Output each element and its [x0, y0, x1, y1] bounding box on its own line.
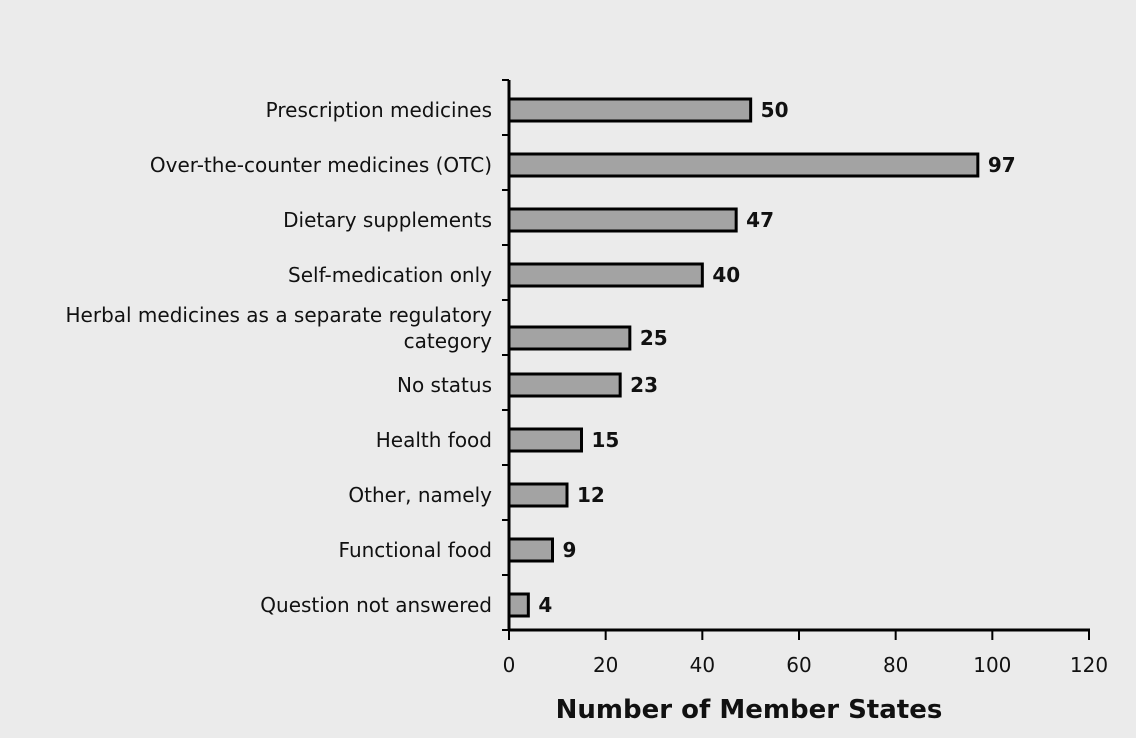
bar: [507, 427, 583, 453]
x-tick-label: 20: [593, 653, 618, 677]
bar-value-label: 50: [761, 98, 789, 122]
x-tick-label: 100: [973, 653, 1011, 677]
bar-value-label: 9: [563, 538, 577, 562]
category-label: No status: [397, 373, 492, 397]
bar: [507, 537, 554, 563]
bar-value-label: 47: [746, 208, 774, 232]
x-tick-label: 0: [503, 653, 516, 677]
category-label: Herbal medicines as a separate regulator…: [66, 303, 493, 353]
category-label: Functional food: [339, 538, 492, 562]
bar-value-label: 25: [640, 326, 668, 350]
x-tick-label: 80: [883, 653, 908, 677]
x-tick-label: 40: [690, 653, 715, 677]
category-label: Over-the-counter medicines (OTC): [150, 153, 492, 177]
bar: [507, 372, 622, 398]
bar-value-label: 12: [577, 483, 605, 507]
bar: [507, 482, 569, 508]
bar: [507, 592, 530, 618]
category-label: Self-medication only: [288, 263, 492, 287]
bar-value-label: 97: [988, 153, 1016, 177]
bar-value-label: 40: [712, 263, 740, 287]
bar: [507, 207, 738, 233]
bar-value-label: 15: [592, 428, 620, 452]
bar: [507, 152, 980, 178]
category-label: Other, namely: [348, 483, 492, 507]
x-tick-label: 120: [1070, 653, 1108, 677]
category-label: Health food: [376, 428, 492, 452]
bar: [507, 325, 632, 351]
bar-value-label: 4: [538, 593, 552, 617]
category-label: Dietary supplements: [283, 208, 492, 232]
bar: [507, 97, 753, 123]
category-label: Prescription medicines: [266, 98, 492, 122]
x-axis-title: Number of Member States: [556, 695, 943, 725]
category-label: Question not answered: [260, 593, 492, 617]
x-tick-label: 60: [786, 653, 811, 677]
bar-value-label: 23: [630, 373, 658, 397]
bar: [507, 262, 704, 288]
